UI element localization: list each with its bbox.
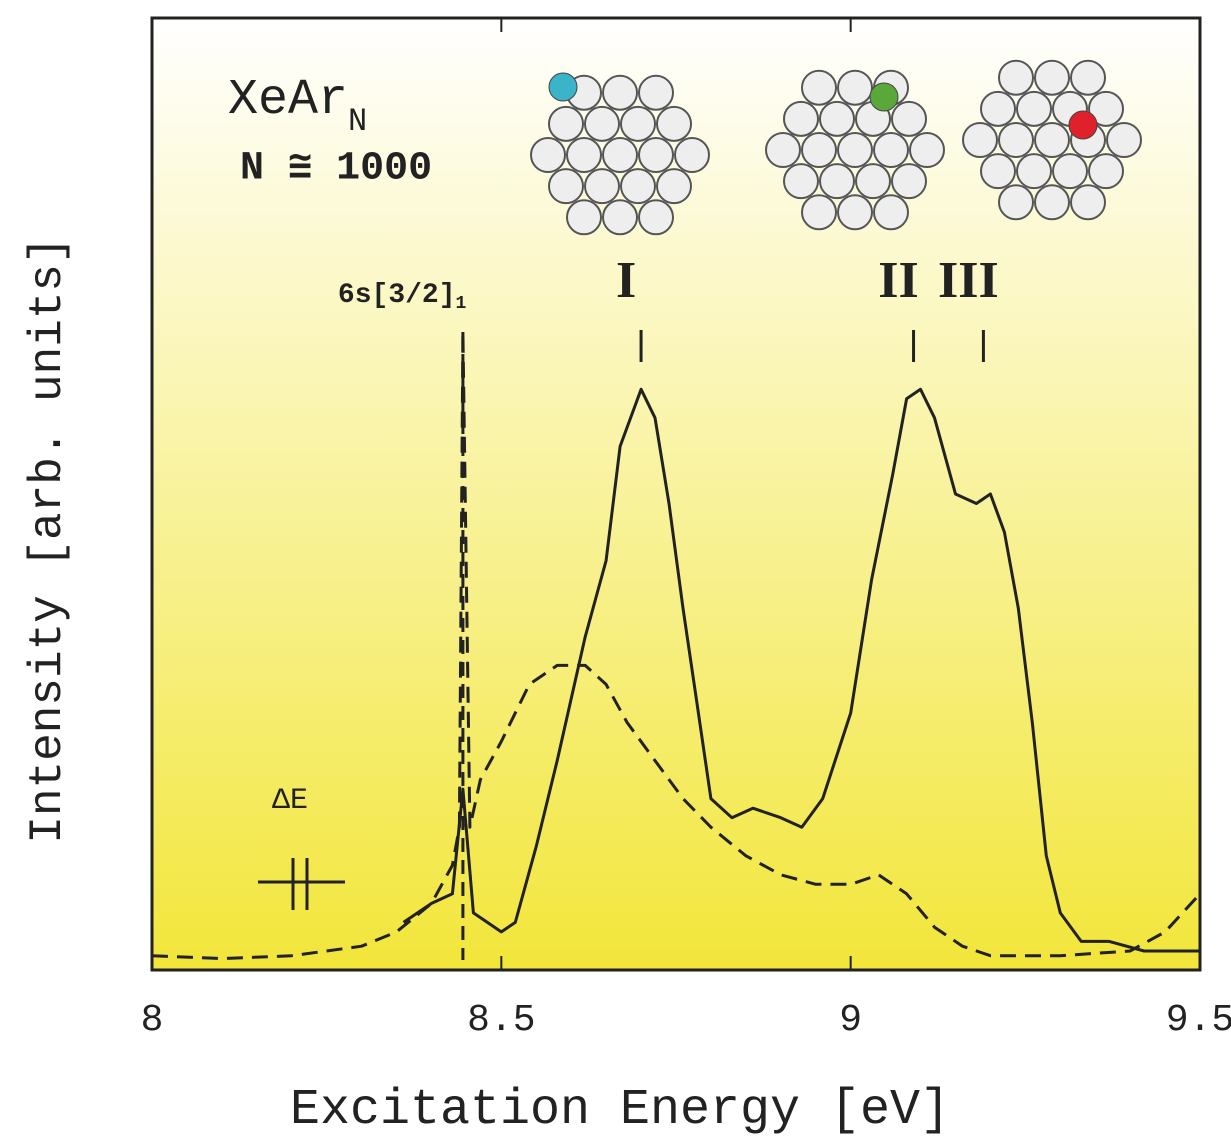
cluster-atom [856, 164, 890, 198]
cluster-atom [981, 154, 1015, 188]
cluster-atom [549, 107, 583, 141]
cluster-illustrations [531, 61, 1141, 235]
x-axis-label: Excitation Energy [eV] [290, 1082, 950, 1139]
cluster-atom [910, 133, 944, 167]
cluster-atom [603, 76, 637, 110]
cluster-atom [820, 102, 854, 136]
cluster-atom [820, 164, 854, 198]
annotation-label: II [878, 252, 918, 309]
title-subscript: N [348, 103, 367, 140]
title-text: XeAr [228, 72, 348, 129]
annotation-subscript: 1 [456, 294, 467, 314]
cluster-atom [802, 195, 836, 229]
annotation-label: I [616, 252, 636, 309]
cluster-atom [1071, 185, 1105, 219]
cluster-atom [657, 169, 691, 203]
cluster-atom [1089, 154, 1123, 188]
x-tick-label: 9.5 [1166, 999, 1231, 1042]
cluster-atom [999, 123, 1033, 157]
chart: XeArN N ≅ 1000 Excitation Energy [eV] In… [0, 0, 1231, 1147]
cluster-atom [802, 133, 836, 167]
cluster-atom [639, 138, 673, 172]
cluster-atom [585, 107, 619, 141]
cluster-atom [531, 138, 565, 172]
cluster-atom [874, 195, 908, 229]
x-tick-label: 8 [141, 999, 164, 1042]
page: {"chart_data": {"type": "line", "title":… [0, 0, 1231, 1147]
cluster-atom [675, 138, 709, 172]
cluster-atom [999, 61, 1033, 95]
cluster-atom [784, 164, 818, 198]
x-tick-label: 9 [839, 999, 862, 1042]
resolution-label: ΔE [272, 784, 308, 818]
cluster-atom [657, 107, 691, 141]
highlight-atom [1069, 111, 1097, 139]
cluster-atom [892, 164, 926, 198]
cluster-atom [981, 92, 1015, 126]
cluster-atom [999, 185, 1033, 219]
chart-subtitle: N ≅ 1000 [240, 147, 432, 192]
y-axis-label: Intensity [arb. units] [22, 236, 74, 843]
cluster-atom [892, 102, 926, 136]
cluster-atom [603, 200, 637, 234]
cluster-atom [784, 102, 818, 136]
cluster-atom [874, 133, 908, 167]
cluster-atom [838, 133, 872, 167]
cluster-atom [1107, 123, 1141, 157]
cluster-atom [585, 169, 619, 203]
cluster-atom [549, 169, 583, 203]
cluster-atom [1071, 61, 1105, 95]
cluster-atom [838, 71, 872, 105]
annotation-label: III [938, 252, 999, 309]
cluster-atom [963, 123, 997, 157]
cluster-atom [1035, 185, 1069, 219]
cluster-atom [603, 138, 637, 172]
highlight-atom [549, 73, 577, 101]
cluster-atom [621, 169, 655, 203]
cluster-atom [766, 133, 800, 167]
cluster-atom [639, 200, 673, 234]
highlight-atom [870, 83, 898, 111]
annotation-text: 6s[3/2] [338, 280, 456, 311]
cluster-atom [1035, 61, 1069, 95]
cluster-atom [1017, 92, 1051, 126]
cluster-atom [838, 195, 872, 229]
cluster-atom [1035, 123, 1069, 157]
cluster-atom [802, 71, 836, 105]
cluster-atom [567, 138, 601, 172]
x-tick-label: 8.5 [467, 999, 535, 1042]
cluster-atom [639, 76, 673, 110]
cluster-atom [1017, 154, 1051, 188]
cluster-atom [621, 107, 655, 141]
annotation-label: 6s[3/2]1 [338, 280, 467, 313]
cluster-atom [567, 200, 601, 234]
cluster-atom [1053, 154, 1087, 188]
